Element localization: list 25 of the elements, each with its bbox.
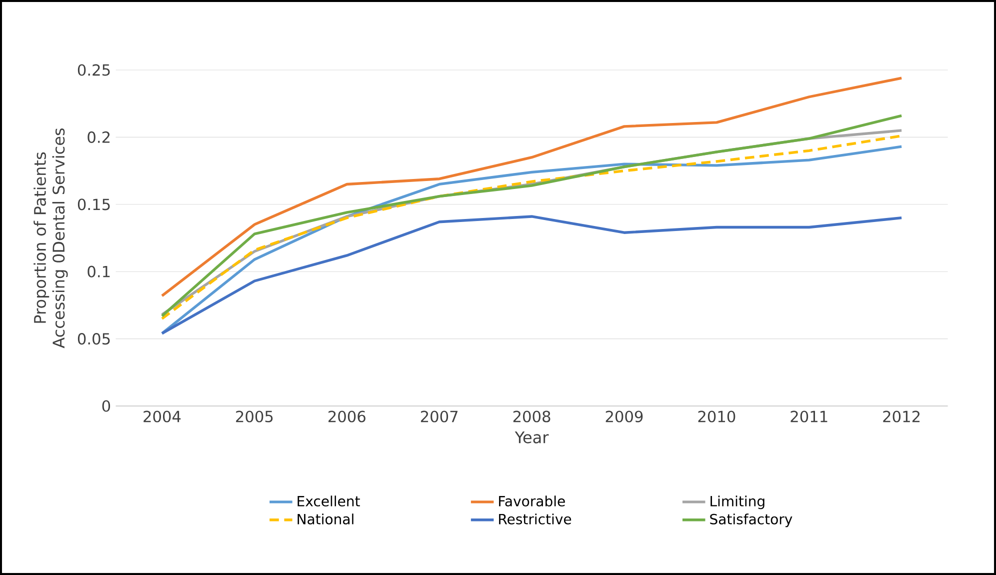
legend-label: Excellent — [298, 496, 360, 506]
y-tick-label: 0.25 — [78, 64, 110, 76]
x-tick-label: 2006 — [328, 410, 366, 422]
x-tick-label: 2009 — [606, 410, 643, 422]
legend-label: Favorable — [499, 496, 565, 506]
x-tick-label: 2012 — [883, 410, 920, 422]
x-axis-title: Year — [514, 431, 549, 444]
x-tick-label: 2010 — [698, 410, 736, 422]
y-tick-label: 0.1 — [88, 266, 110, 278]
legend-label: National — [298, 514, 354, 524]
x-tick-label: 2011 — [790, 410, 828, 422]
x-tick-label: 2007 — [420, 410, 458, 422]
y-tick-label: 0 — [102, 400, 110, 412]
legend-label: Satisfactory — [710, 514, 792, 528]
y-tick-label: 0.15 — [78, 198, 110, 210]
y-axis-title: Proportion of Patients Accessing 0Dental Services — [34, 128, 68, 348]
x-tick-label: 2008 — [513, 410, 550, 422]
y-tick-label: 0.05 — [78, 333, 110, 345]
legend-label: Restrictive — [499, 514, 572, 524]
y-tick-label: 0.2 — [88, 131, 110, 143]
line-series — [160, 76, 903, 298]
x-tick-label: 2005 — [236, 410, 273, 422]
x-tick-label: 2004 — [144, 410, 181, 422]
legend-label: Limiting — [710, 496, 764, 510]
line-series — [160, 215, 903, 335]
